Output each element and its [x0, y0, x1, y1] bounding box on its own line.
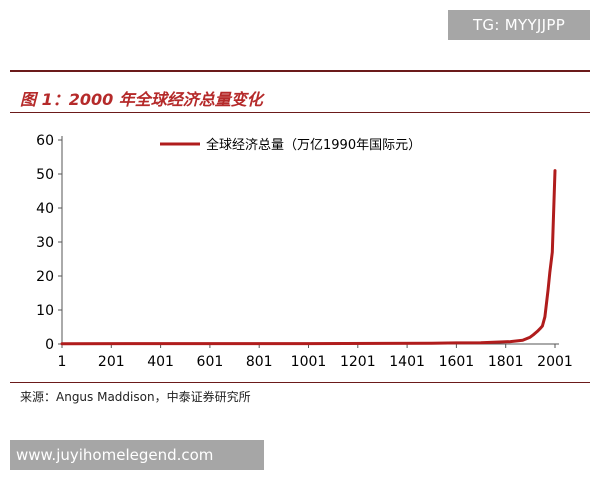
source-note: 来源：Angus Maddison，中泰证券研究所 — [20, 390, 251, 404]
x-tick-label: 1 — [58, 354, 67, 370]
x-tick-label: 1001 — [291, 354, 327, 370]
tg-badge: TG: MYYJJPP — [448, 10, 590, 40]
y-tick-label: 40 — [36, 201, 54, 217]
figure-title: 图 1：2000 年全球经济总量变化 — [20, 90, 263, 109]
y-tick-label: 20 — [36, 269, 54, 285]
x-tick-label: 2001 — [537, 354, 573, 370]
figure-panel: 图 1：2000 年全球经济总量变化 0 10 20 30 40 50 60 1 201 401… — [10, 70, 590, 412]
y-tick-label: 60 — [36, 133, 54, 149]
bottom-rule — [10, 382, 590, 383]
series-group — [60, 169, 557, 346]
legend: 全球经济总量（万亿1990年国际元） — [160, 137, 421, 153]
legend-label: 全球经济总量（万亿1990年国际元） — [206, 137, 421, 153]
watermark-url: www.juyihomelegend.com — [10, 440, 264, 470]
y-axis: 0 10 20 30 40 50 60 — [36, 133, 63, 353]
y-tick-label: 50 — [36, 167, 54, 183]
x-tick-label: 1801 — [488, 354, 524, 370]
x-axis: 1 201 401 601 801 1001 1201 1401 1601 1801 2001 — [58, 343, 573, 370]
series-line — [60, 169, 557, 346]
y-tick-label: 10 — [36, 303, 54, 319]
x-tick-label: 601 — [197, 354, 224, 370]
x-tick-label: 1201 — [340, 354, 376, 370]
x-tick-label: 201 — [98, 354, 125, 370]
x-tick-label: 401 — [147, 354, 174, 370]
x-tick-label: 1401 — [389, 354, 425, 370]
x-tick-label: 1601 — [439, 354, 475, 370]
top-rule — [10, 70, 590, 72]
y-tick-label: 0 — [45, 337, 54, 353]
title-rule — [10, 112, 590, 113]
y-tick-label: 30 — [36, 235, 54, 251]
x-tick-label: 801 — [246, 354, 273, 370]
